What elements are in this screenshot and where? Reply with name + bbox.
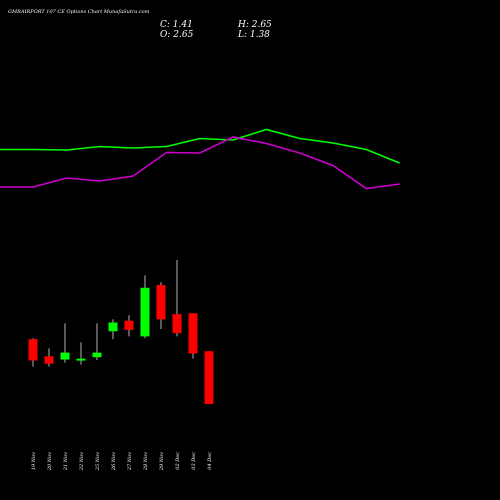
x-tick-label: 04 Dec bbox=[207, 452, 213, 470]
x-tick-label: 21 Nov bbox=[63, 452, 69, 471]
x-tick-label: 27 Nov bbox=[127, 452, 133, 471]
x-axis-labels: 19 Nov 20 Nov 21 Nov 22 Nov 25 Nov 26 Nov 27 N… bbox=[31, 452, 213, 471]
x-tick-label: 22 Nov bbox=[79, 452, 85, 471]
x-tick-label: 26 Nov bbox=[111, 452, 117, 471]
candle-body bbox=[60, 352, 70, 360]
high-value: H: 2.65 bbox=[237, 20, 272, 30]
x-tick-label: 20 Nov bbox=[47, 452, 53, 471]
low-value: L: 1.38 bbox=[237, 30, 270, 40]
close-value: C: 1.41 bbox=[160, 20, 193, 30]
x-tick-label: 19 Nov bbox=[31, 452, 37, 470]
candle-body bbox=[140, 287, 150, 337]
candle-body bbox=[172, 314, 182, 334]
candles-group bbox=[28, 260, 214, 404]
open-value: O: 2.65 bbox=[160, 30, 194, 40]
x-tick-label: 03 Dec bbox=[191, 452, 197, 470]
candle-body bbox=[108, 322, 118, 332]
candle-body bbox=[92, 352, 102, 358]
candle-body bbox=[28, 339, 38, 361]
chart-title: GMRAIRPORT 107 CE Options Chart MunafaSu… bbox=[8, 9, 150, 15]
upper-line bbox=[0, 128, 400, 164]
candle-body bbox=[76, 358, 86, 361]
x-tick-label: 28 Nov bbox=[143, 452, 149, 471]
x-tick-label: 25 Nov bbox=[95, 452, 101, 471]
candle-body bbox=[124, 320, 134, 330]
candle-body bbox=[156, 285, 166, 320]
candle-body bbox=[44, 356, 54, 364]
candle-body bbox=[204, 351, 214, 404]
x-tick-label: 29 Nov bbox=[159, 452, 165, 471]
candle-body bbox=[188, 313, 198, 354]
lower-line bbox=[0, 136, 400, 190]
x-tick-label: 02 Dec bbox=[175, 452, 181, 470]
